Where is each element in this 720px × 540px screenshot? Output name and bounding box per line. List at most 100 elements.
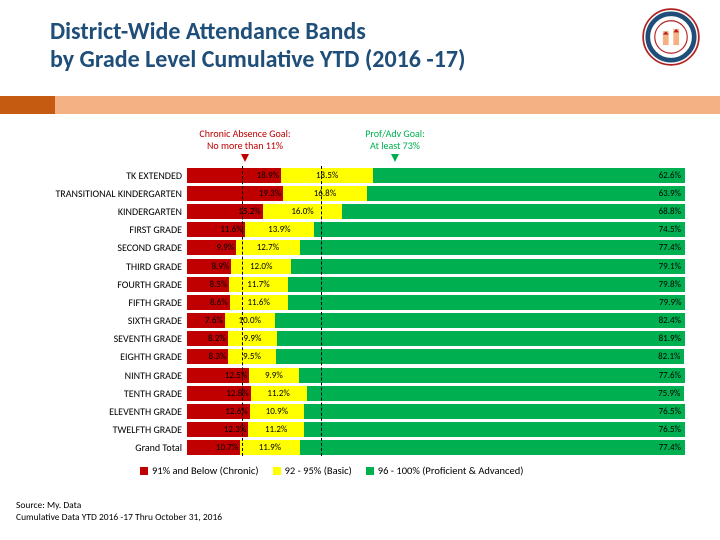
- row-label: THIRD GRADE: [28, 260, 187, 273]
- table-row: FOURTH GRADE8.5%11.7%79.8%: [28, 275, 700, 293]
- title-block: District-Wide Attendance Bands by Grade …: [50, 18, 570, 73]
- table-row: EIGHTH GRADE8.3%9.5%82.1%: [28, 348, 700, 366]
- row-label: EIGHTH GRADE: [28, 350, 187, 363]
- prof-goal-l2: At least 73%: [370, 140, 420, 152]
- swatch-green-icon: [366, 467, 374, 475]
- table-row: FIRST GRADE11.6%13.9%74.5%: [28, 221, 700, 239]
- bar-segment-green: 68.8%: [342, 204, 685, 219]
- title-line-2: by Grade Level Cumulative YTD (2016 -17): [50, 46, 570, 74]
- bar-segment-red: 7.6%: [187, 313, 225, 328]
- chevron-down-icon: [241, 154, 249, 162]
- bar-segment-red: 18.9%: [187, 168, 281, 183]
- table-row: KINDERGARTEN15.2%16.0%68.8%: [28, 202, 700, 220]
- bar-segment-yellow: 10.0%: [225, 313, 275, 328]
- bar-segment-yellow: 9.9%: [249, 368, 298, 383]
- row-label: TWELFTH GRADE: [28, 423, 187, 436]
- bar-segment-red: 8.9%: [187, 259, 231, 274]
- bar-group: 8.9%12.0%79.1%: [187, 259, 685, 274]
- bar-group: 8.2%9.9%81.9%: [187, 331, 685, 346]
- bar-segment-green: 77.4%: [300, 440, 685, 455]
- accent-bar-light: [0, 96, 720, 114]
- bar-segment-yellow: 16.0%: [263, 204, 343, 219]
- bar-segment-red: 15.2%: [187, 204, 263, 219]
- legend: 91% and Below (Chronic) 92 - 95% (Basic)…: [140, 464, 523, 477]
- bar-group: 18.9%18.5%62.6%: [187, 168, 685, 183]
- bar-group: 12.3%11.2%76.5%: [187, 422, 685, 437]
- table-row: THIRD GRADE8.9%12.0%79.1%: [28, 257, 700, 275]
- source-l2: Cumulative Data YTD 2016 -17 Thru Octobe…: [16, 512, 222, 524]
- row-label: FIRST GRADE: [28, 223, 187, 236]
- bar-segment-red: 8.2%: [187, 331, 228, 346]
- bar-segment-green: 77.4%: [300, 240, 685, 255]
- legend-chronic: 91% and Below (Chronic): [140, 464, 259, 477]
- row-label: KINDERGARTEN: [28, 205, 187, 218]
- bar-segment-green: 63.9%: [367, 186, 685, 201]
- bar-segment-green: 82.4%: [275, 313, 685, 328]
- bar-segment-green: 77.6%: [299, 368, 685, 383]
- bar-segment-red: 19.3%: [187, 186, 283, 201]
- table-row: TWELFTH GRADE12.3%11.2%76.5%: [28, 421, 700, 439]
- bar-segment-red: 8.5%: [187, 277, 229, 292]
- bar-segment-yellow: 10.9%: [250, 404, 304, 419]
- row-label: FIFTH GRADE: [28, 296, 187, 309]
- row-label: FOURTH GRADE: [28, 278, 187, 291]
- table-row: SIXTH GRADE7.6%10.0%82.4%: [28, 312, 700, 330]
- bar-group: 12.5%9.9%77.6%: [187, 368, 685, 383]
- table-row: SECOND GRADE9.9%12.7%77.4%: [28, 239, 700, 257]
- bar-segment-red: 9.9%: [187, 240, 236, 255]
- bar-segment-green: 82.1%: [276, 349, 685, 364]
- row-label: TRANSITIONAL KINDERGARTEN: [28, 187, 187, 200]
- bar-segment-green: 74.5%: [314, 222, 685, 237]
- bar-segment-red: 8.3%: [187, 349, 228, 364]
- row-label: NINTH GRADE: [28, 369, 187, 382]
- bar-group: 8.6%11.6%79.9%: [187, 295, 685, 310]
- bar-segment-red: 12.5%: [187, 368, 249, 383]
- bar-segment-yellow: 12.0%: [231, 259, 291, 274]
- chronic-goal: Chronic Absence Goal: No more than 11%: [170, 128, 320, 162]
- legend-proficient-label: 96 - 100% (Proficient & Advanced): [378, 464, 524, 477]
- legend-basic: 92 - 95% (Basic): [273, 464, 352, 477]
- row-label: Grand Total: [28, 441, 187, 454]
- bar-segment-yellow: 13.9%: [245, 222, 314, 237]
- slide: District-Wide Attendance Bands by Grade …: [0, 0, 720, 540]
- bar-segment-red: 10.7%: [187, 440, 240, 455]
- bar-segment-green: 76.5%: [304, 422, 685, 437]
- row-label: SEVENTH GRADE: [28, 332, 187, 345]
- table-row: SEVENTH GRADE8.2%9.9%81.9%: [28, 330, 700, 348]
- bar-segment-green: 81.9%: [277, 331, 685, 346]
- table-row: TK EXTENDED18.9%18.5%62.6%: [28, 166, 700, 184]
- bar-group: 10.7%11.9%77.4%: [187, 440, 685, 455]
- bar-segment-yellow: 11.9%: [240, 440, 299, 455]
- prof-goal: Prof/Adv Goal: At least 73%: [320, 128, 470, 162]
- bar-segment-green: 79.1%: [291, 259, 685, 274]
- bar-segment-red: 12.3%: [187, 422, 248, 437]
- bar-segment-green: 75.9%: [307, 386, 685, 401]
- bar-segment-red: 11.6%: [187, 222, 245, 237]
- row-label: SECOND GRADE: [28, 241, 187, 254]
- chevron-down-icon: [391, 154, 399, 162]
- bar-group: 9.9%12.7%77.4%: [187, 240, 685, 255]
- bar-segment-yellow: 9.5%: [228, 349, 275, 364]
- table-row: TRANSITIONAL KINDERGARTEN19.3%16.8%63.9%: [28, 184, 700, 202]
- source-block: Source: My. Data Cumulative Data YTD 201…: [16, 500, 222, 524]
- bar-segment-red: 8.6%: [187, 295, 230, 310]
- row-label: SIXTH GRADE: [28, 314, 187, 327]
- table-row: FIFTH GRADE8.6%11.6%79.9%: [28, 293, 700, 311]
- goals-block: Chronic Absence Goal: No more than 11% P…: [170, 128, 470, 162]
- swatch-red-icon: [140, 467, 148, 475]
- row-label: TK EXTENDED: [28, 169, 187, 182]
- bar-group: 11.6%13.9%74.5%: [187, 222, 685, 237]
- bar-segment-green: 62.6%: [373, 168, 685, 183]
- bar-segment-yellow: 11.2%: [251, 386, 307, 401]
- table-row: TENTH GRADE12.8%11.2%75.9%: [28, 384, 700, 402]
- bar-group: 15.2%16.0%68.8%: [187, 204, 685, 219]
- bar-segment-yellow: 11.2%: [248, 422, 304, 437]
- bar-segment-yellow: 9.9%: [228, 331, 277, 346]
- bar-group: 7.6%10.0%82.4%: [187, 313, 685, 328]
- table-row: Grand Total10.7%11.9%77.4%: [28, 439, 700, 457]
- swatch-yellow-icon: [273, 467, 281, 475]
- legend-proficient: 96 - 100% (Proficient & Advanced): [366, 464, 524, 477]
- row-label: TENTH GRADE: [28, 387, 187, 400]
- chronic-goal-l2: No more than 11%: [207, 140, 283, 152]
- bar-segment-yellow: 11.6%: [230, 295, 288, 310]
